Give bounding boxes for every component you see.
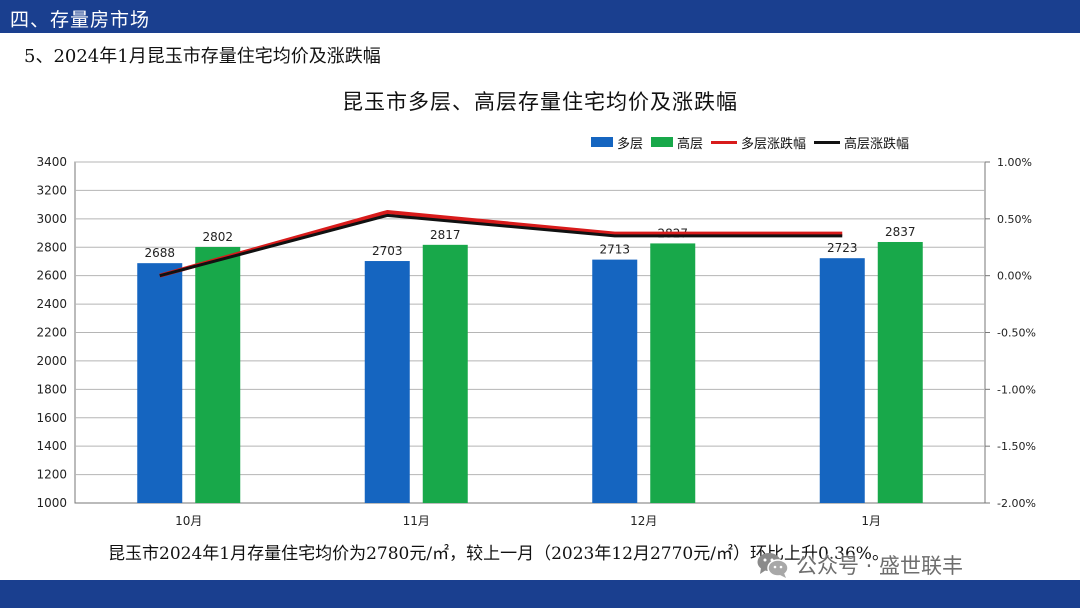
chart-legend: 多层 高层 多层涨跌幅 高层涨跌幅	[591, 133, 909, 152]
bar-high	[877, 241, 923, 503]
y-left-tick-label: 3000	[36, 212, 67, 226]
line-high-change	[159, 213, 843, 278]
bar-data-label: 2837	[885, 225, 916, 239]
y-left-tick-label: 2000	[36, 354, 67, 368]
legend-label-high-change: 高层涨跌幅	[844, 136, 910, 152]
bar-multi	[137, 263, 183, 503]
y-right-tick-label: 0.50%	[997, 213, 1032, 226]
footer-bar	[0, 580, 1080, 608]
x-tick-label: 1月	[861, 514, 881, 528]
y-left-tick-label: 3400	[36, 155, 67, 169]
y-right-tick-label: -0.50%	[997, 327, 1036, 340]
watermark: 公众号 · 盛世联丰	[756, 550, 963, 580]
bar-multi	[592, 259, 638, 503]
summary-text: 昆玉市2024年1月存量住宅均价为2780元/㎡，较上一月（2023年12月27…	[108, 544, 889, 564]
x-tick-label: 11月	[403, 514, 430, 528]
y-left-tick-label: 1600	[36, 411, 67, 425]
y-left-tick-label: 1200	[36, 468, 67, 482]
x-tick-label: 12月	[630, 514, 657, 528]
y-left-tick-label: 1400	[36, 439, 67, 453]
y-left-tick-label: 2800	[36, 240, 67, 254]
y-left-tick-label: 2400	[36, 297, 67, 311]
legend-label-multi: 多层	[617, 136, 644, 152]
line-multi-change	[159, 210, 843, 278]
bar-high	[195, 246, 241, 504]
y-left-tick-label: 2600	[36, 269, 67, 283]
legend-item-multi: 多层	[591, 133, 643, 152]
y-right-tick-label: -1.50%	[997, 440, 1036, 453]
legend-item-multi-change: 多层涨跌幅	[711, 133, 806, 152]
legend-swatch-multi	[591, 137, 613, 147]
watermark-text: 公众号 · 盛世联丰	[796, 554, 964, 578]
y-left-tick-label: 1800	[36, 382, 67, 396]
y-right-tick-label: -2.00%	[997, 497, 1036, 510]
legend-swatch-high-change	[814, 140, 841, 144]
bar-high	[650, 243, 696, 503]
bar-data-label: 2688	[144, 246, 175, 260]
bar-data-label: 2802	[202, 230, 233, 244]
y-left-tick-label: 1000	[36, 496, 67, 510]
bar-data-label: 2723	[827, 241, 858, 255]
bar-high	[422, 244, 468, 503]
page-subtitle: 5、2024年1月昆玉市存量住宅均价及涨跌幅	[24, 46, 381, 67]
legend-swatch-multi-change	[711, 140, 738, 144]
header-bar: 四、存量房市场	[0, 0, 1080, 33]
legend-swatch-high	[651, 137, 674, 147]
x-tick-label: 10月	[175, 514, 202, 528]
bar-data-label: 2817	[430, 228, 461, 242]
chart-title: 昆玉市多层、高层存量住宅均价及涨跌幅	[342, 90, 738, 114]
y-right-tick-label: 1.00%	[997, 156, 1032, 169]
y-right-tick-label: 0.00%	[997, 270, 1032, 283]
y-left-tick-label: 3200	[36, 183, 67, 197]
bar-multi	[364, 261, 410, 503]
legend-item-high-change: 高层涨跌幅	[814, 133, 909, 152]
y-left-tick-label: 2200	[36, 326, 67, 340]
bar-data-label: 2713	[599, 243, 630, 257]
legend-item-high: 高层	[651, 133, 703, 152]
legend-label-high: 高层	[677, 136, 704, 152]
bar-data-label: 2703	[372, 244, 403, 258]
wechat-icon	[757, 553, 789, 578]
bar-multi	[819, 258, 865, 503]
y-right-tick-label: -1.00%	[997, 383, 1036, 396]
section-title: 四、存量房市场	[10, 9, 151, 31]
legend-label-multi-change: 多层涨跌幅	[741, 136, 807, 152]
